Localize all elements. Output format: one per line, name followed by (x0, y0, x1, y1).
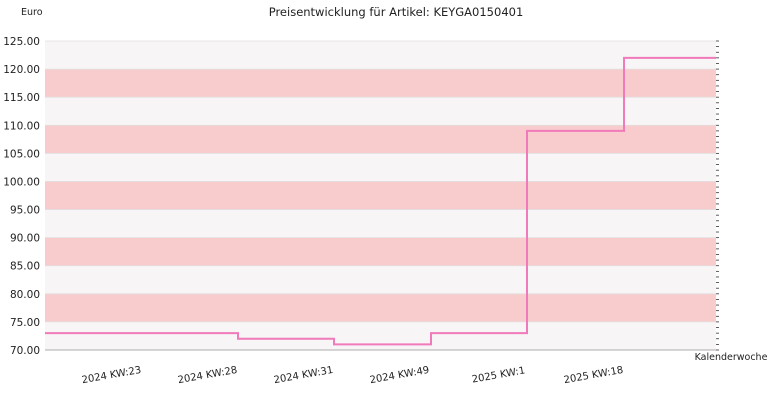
y-tick-label: 70.00 (10, 345, 40, 357)
background-band (45, 69, 716, 98)
x-tick-label: 2024 KW:31 (273, 365, 334, 386)
background-band (45, 321, 716, 350)
x-axis: 2024 KW:23 2024 KW:28 2024 KW:31 2024 KW:49… (45, 349, 716, 386)
background-band (45, 293, 716, 322)
y-tick-label: 120.00 (3, 64, 40, 76)
x-tick-label: 2025 KW:1 (471, 365, 526, 385)
background-band (45, 181, 716, 210)
background-band (45, 209, 716, 238)
chart-title: Preisentwicklung für Artikel: KEYGA01504… (269, 5, 524, 19)
background-band (45, 125, 716, 154)
y-tick-label: 95.00 (10, 205, 40, 217)
background-band (45, 153, 716, 182)
y-tick-label: 110.00 (3, 120, 40, 132)
y-tick-label: 115.00 (3, 92, 40, 104)
x-tick-label: 2024 KW:49 (369, 365, 430, 386)
y-tick-label: 75.00 (10, 317, 40, 329)
y-tick-label: 85.00 (10, 261, 40, 273)
background-band (45, 265, 716, 294)
y-tick-label: 105.00 (3, 148, 40, 160)
x-axis-label: Kalenderwoche (695, 352, 768, 363)
background-band (45, 237, 716, 266)
x-tick-label: 2024 KW:28 (177, 365, 238, 386)
y-tick-label: 125.00 (3, 36, 40, 48)
y-axis: 70.00 75.00 80.00 85.00 90.00 95.00 100.00 105.… (3, 36, 719, 357)
y-axis-label: Euro (21, 7, 43, 18)
y-tick-label: 80.00 (10, 289, 40, 301)
y-tick-label: 100.00 (3, 176, 40, 188)
y-tick-label: 90.00 (10, 233, 40, 245)
background-band (45, 97, 716, 126)
plot-background-bands (45, 40, 716, 351)
background-band (45, 41, 716, 70)
series-group (45, 56, 716, 346)
x-tick-label: 2025 KW:18 (563, 365, 624, 386)
x-tick-label: 2024 KW:23 (81, 365, 142, 386)
price-step-line (45, 56, 716, 346)
